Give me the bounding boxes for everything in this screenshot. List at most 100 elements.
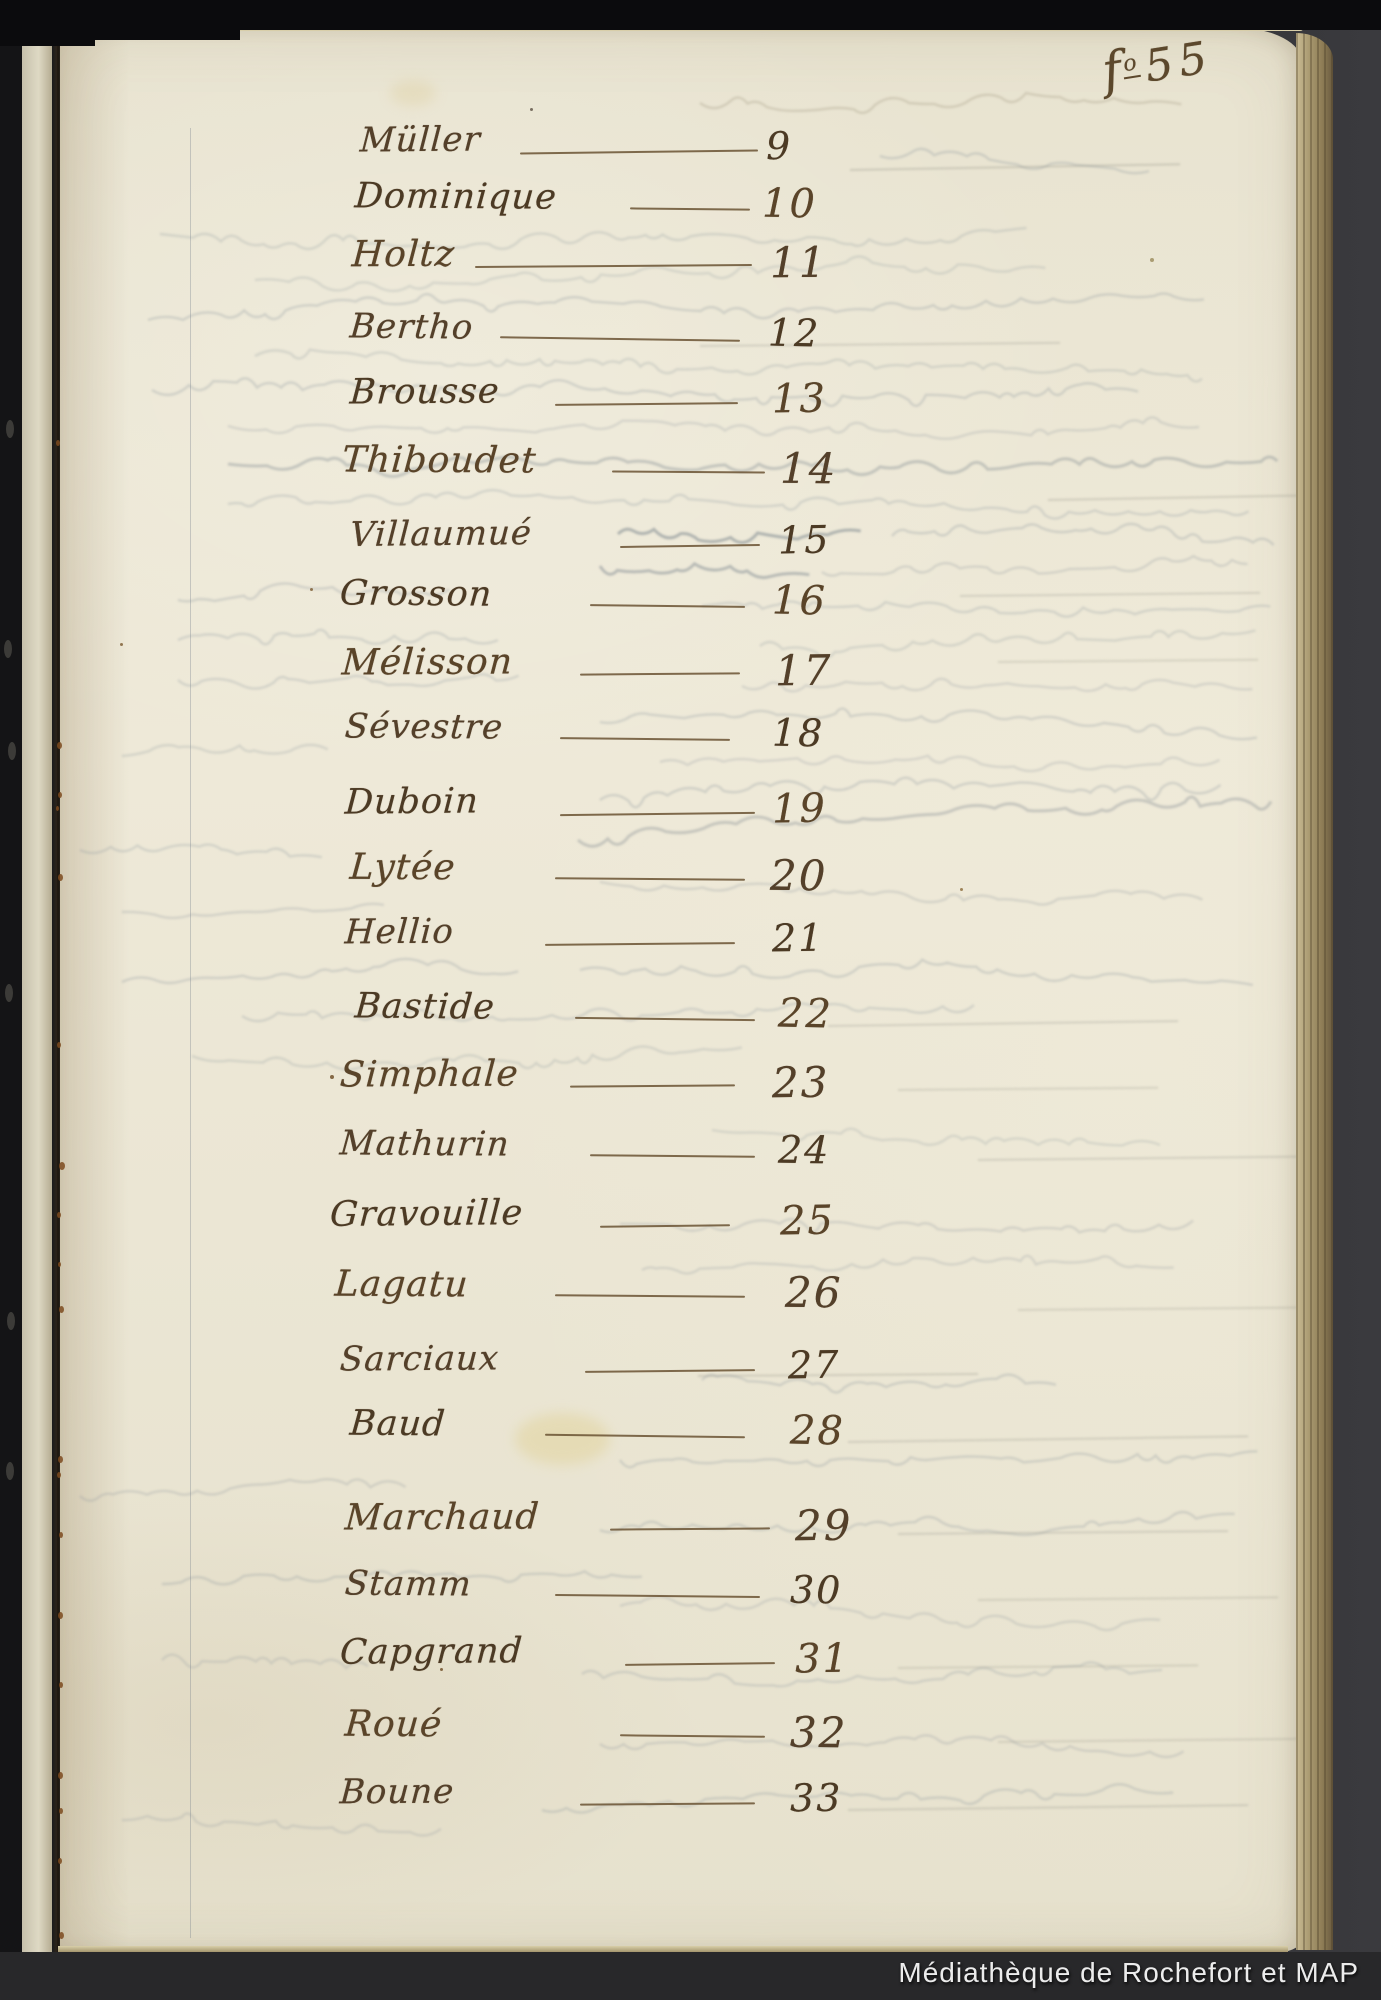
entry-name: Gravouille	[328, 1193, 525, 1235]
entry-number: 28	[789, 1407, 846, 1455]
scan-background-bottom	[0, 1952, 1381, 2000]
entry-name: Grosson	[338, 573, 494, 615]
entry-name: Boune	[338, 1771, 456, 1813]
register-row: Grosson 16	[60, 573, 1302, 630]
entry-dash-line	[554, 1294, 746, 1298]
binding-rust-spot	[59, 1162, 65, 1170]
register-row: Holtz 11	[60, 234, 1302, 290]
entry-name: Lytée	[348, 846, 458, 889]
page-edge-glint	[5, 984, 13, 1002]
library-watermark: Médiathèque de Rochefort et MAP	[898, 1957, 1359, 1988]
binding-rust-spot	[58, 1456, 63, 1463]
entry-dash-line	[619, 543, 761, 549]
entry-dash-line	[609, 1527, 771, 1531]
entry-name: Sévestre	[343, 706, 505, 748]
binding-rust-spot	[56, 806, 59, 811]
paper-speck	[120, 643, 123, 646]
paper-speck	[960, 888, 963, 891]
scan-background-top-notch	[95, 0, 240, 40]
entry-name: Brousse	[348, 371, 501, 413]
entry-number: 18	[771, 710, 825, 756]
binding-rust-spot	[58, 1262, 61, 1267]
register-row: Dominique 10	[60, 176, 1302, 233]
binding-rust-spot	[59, 1306, 64, 1313]
entry-name: Lagatu	[333, 1263, 471, 1306]
scan-background-top-left	[0, 0, 95, 46]
entry-number: 16	[771, 577, 828, 625]
entry-name: Mathurin	[338, 1123, 512, 1165]
binding-rust-spot	[58, 1772, 63, 1779]
entry-dash-line	[544, 1433, 746, 1439]
entry-dash-line	[519, 149, 759, 155]
page-edge-glint	[8, 742, 16, 760]
page-edge-glint	[4, 640, 12, 658]
page-edge-glint	[6, 1462, 14, 1480]
margin-rule-line	[190, 128, 191, 1938]
binding-rust-spot	[58, 1858, 62, 1864]
entry-number: 27	[787, 1342, 841, 1388]
entry-number: 21	[771, 915, 825, 961]
entry-name: Bastide	[353, 986, 497, 1028]
entry-name: Holtz	[350, 233, 457, 276]
binding-rust-spot	[57, 1212, 61, 1218]
scan-background-left	[0, 0, 22, 2000]
entry-name: Roué	[343, 1703, 444, 1746]
entry-number: 25	[779, 1197, 836, 1245]
entry-number: 26	[784, 1267, 843, 1318]
register-row: Lagatu 26	[60, 1264, 1302, 1320]
entry-dash-line	[559, 811, 756, 817]
register-row: Sarciaux 27	[60, 1338, 1302, 1395]
entry-dash-line	[629, 207, 751, 211]
entry-number: 29	[794, 1500, 853, 1551]
register-row: Boune 33	[60, 1772, 1302, 1828]
binding-rust-spot	[59, 1808, 63, 1814]
book-gutter-crease	[52, 32, 63, 1958]
manuscript-page: Müller 9 Dominique 10 Holtz 11 Bertho 12 Brousse…	[60, 28, 1302, 1952]
entry-dash-line	[574, 1016, 756, 1022]
entry-number: 14	[779, 443, 838, 494]
entry-name: Marchaud	[343, 1496, 541, 1539]
entry-name: Sarciaux	[338, 1338, 501, 1380]
register-row: Sévestre 18	[60, 706, 1302, 763]
entry-dash-line	[499, 336, 741, 342]
entry-number: 17	[774, 645, 833, 696]
binding-rust-spot	[58, 792, 62, 798]
register-row: Bertho 12	[60, 306, 1302, 363]
paper-stain	[390, 80, 436, 106]
entry-number: 23	[771, 1057, 830, 1108]
entry-dash-line	[619, 1734, 766, 1738]
entry-dash-line	[599, 1224, 731, 1228]
binding-rust-spot	[57, 742, 62, 749]
entry-number: 20	[769, 850, 828, 901]
entry-number: 12	[767, 310, 821, 356]
entry-name: Simphale	[338, 1053, 521, 1096]
entry-name: Bertho	[348, 306, 475, 348]
register-row: Simphale 23	[60, 1054, 1302, 1110]
register-row: Bastide 22	[60, 986, 1302, 1043]
entry-name: Mélisson	[340, 641, 515, 684]
register-row: Mathurin 24	[60, 1123, 1302, 1180]
entry-dash-line	[474, 263, 753, 269]
entry-dash-line	[579, 672, 741, 676]
entry-number: 30	[789, 1567, 843, 1613]
page-edge-glint	[7, 1312, 15, 1330]
binding-rust-spot	[58, 1612, 63, 1619]
binding-rust-spot	[56, 440, 60, 446]
binding-rust-spot	[58, 874, 63, 881]
entry-dash-line	[589, 1154, 756, 1158]
entry-dash-line	[554, 1593, 761, 1599]
entry-dash-line	[554, 402, 739, 406]
entry-number: 22	[777, 990, 834, 1038]
page-stack-edge	[1296, 33, 1333, 1950]
paper-speck	[310, 588, 313, 591]
folio-digits: 55	[1141, 31, 1217, 93]
entry-name: Stamm	[343, 1563, 474, 1605]
facing-page-edge	[22, 34, 52, 1958]
entry-number: 31	[794, 1635, 851, 1683]
register-row: Gravouille 25	[60, 1193, 1302, 1250]
entry-name: Hellio	[343, 911, 456, 953]
entry-name: Thiboudet	[340, 439, 538, 482]
register-row: Villaumué 15	[60, 513, 1302, 570]
entry-number: 11	[769, 237, 828, 288]
register-row: Müller 9	[60, 119, 1302, 176]
